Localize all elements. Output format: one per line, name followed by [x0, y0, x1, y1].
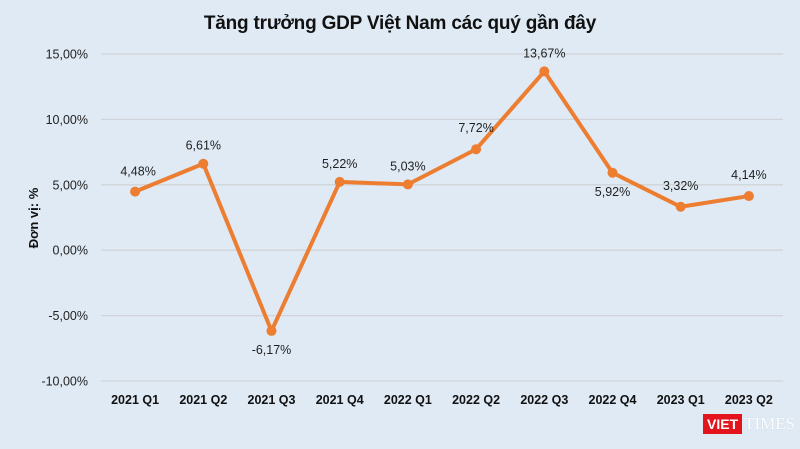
y-tick-label: -10,00%	[41, 375, 88, 389]
data-label: 5,03%	[390, 159, 425, 173]
data-label: 4,14%	[731, 168, 766, 182]
data-point	[539, 66, 550, 77]
data-points	[130, 66, 754, 336]
y-axis-ticks: 15,00% 10,00% 5,00% 0,00% -5,00% -10,00%	[41, 48, 88, 389]
logo-times: TIMES	[744, 414, 796, 433]
x-tick-label: 2021 Q4	[316, 393, 364, 407]
gridlines	[101, 53, 783, 382]
x-tick-label: 2023 Q2	[725, 393, 773, 407]
data-label: 13,67%	[523, 46, 565, 60]
y-tick-label: 15,00%	[46, 48, 88, 62]
data-label: 5,22%	[322, 157, 357, 171]
data-point	[198, 158, 209, 169]
data-label: 5,92%	[595, 185, 630, 199]
data-label: 6,61%	[186, 139, 221, 153]
data-point	[743, 191, 754, 202]
data-point	[607, 167, 618, 178]
x-tick-label: 2021 Q2	[179, 393, 227, 407]
data-labels: 4,48% 6,61% -6,17% 5,22% 5,03% 7,72% 13,67% 5,9…	[120, 46, 766, 357]
data-point	[130, 186, 141, 197]
x-tick-label: 2022 Q3	[520, 393, 568, 407]
data-label: 7,72%	[458, 121, 493, 135]
y-tick-label: -5,00%	[48, 309, 88, 323]
y-axis-label: Đơn vị: %	[26, 187, 41, 248]
viettimes-logo: VIET TIMES	[703, 413, 795, 435]
data-label: -6,17%	[252, 343, 292, 357]
x-tick-label: 2021 Q3	[248, 393, 296, 407]
x-tick-label: 2021 Q1	[111, 393, 159, 407]
data-point	[402, 179, 413, 190]
x-axis-ticks: 2021 Q1 2021 Q2 2021 Q3 2021 Q4 2022 Q1 2022 …	[111, 393, 773, 407]
data-point	[675, 201, 686, 212]
data-point	[471, 144, 482, 155]
gdp-line	[134, 69, 750, 333]
data-point	[266, 325, 277, 336]
x-tick-label: 2022 Q2	[452, 393, 500, 407]
data-label: 4,48%	[120, 165, 155, 179]
x-tick-label: 2022 Q4	[589, 393, 637, 407]
x-tick-label: 2023 Q1	[657, 393, 705, 407]
chart-title: Tăng trưởng GDP Việt Nam các quý gần đây	[203, 13, 597, 34]
y-tick-label: 0,00%	[53, 244, 88, 258]
data-point	[334, 176, 345, 187]
y-tick-label: 10,00%	[46, 113, 88, 127]
x-tick-label: 2022 Q1	[384, 393, 432, 407]
data-label: 3,32%	[663, 179, 698, 193]
logo-viet: VIET	[703, 414, 743, 434]
y-tick-label: 5,00%	[53, 178, 88, 192]
